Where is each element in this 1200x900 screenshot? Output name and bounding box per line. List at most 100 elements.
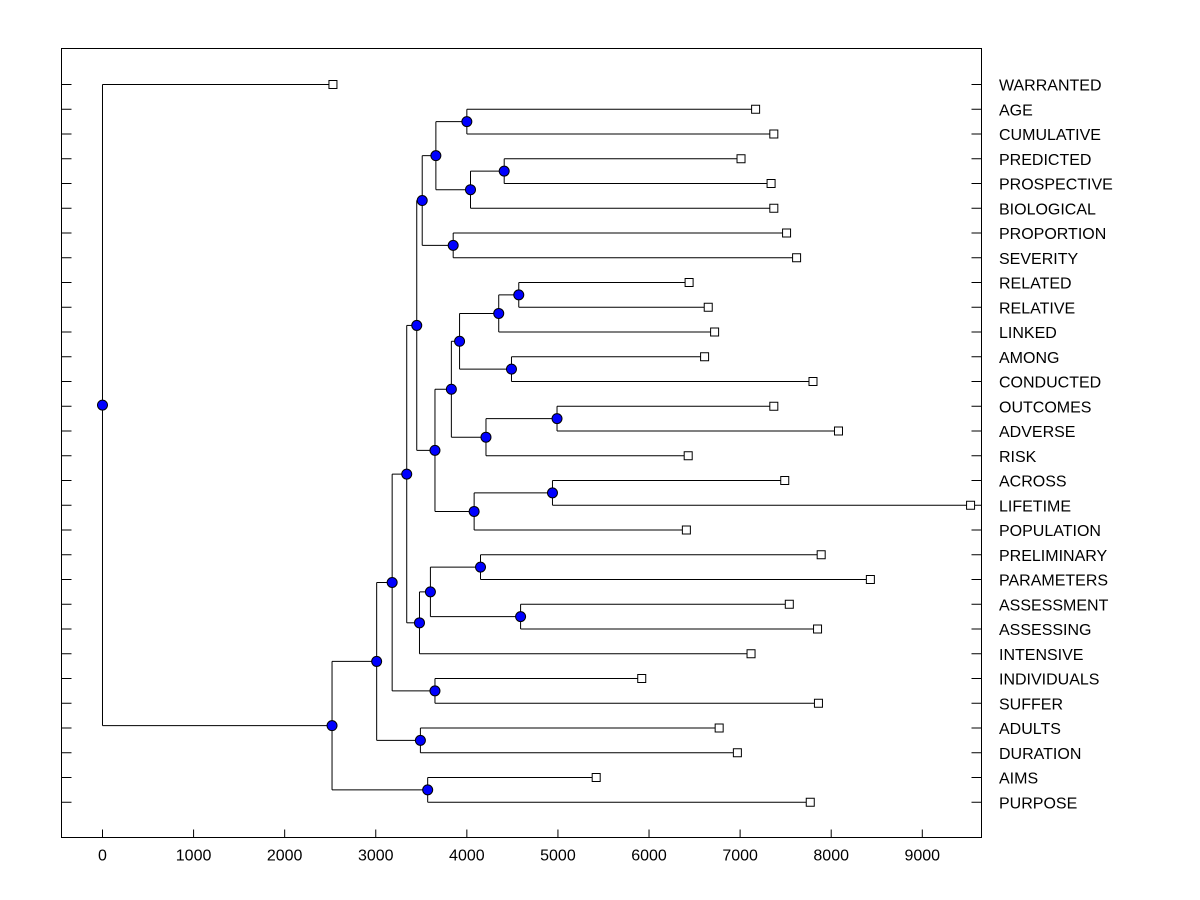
x-tick-label: 6000 <box>631 848 667 865</box>
plot-frame <box>61 48 982 838</box>
leaf-label: LIFETIME <box>999 498 1071 515</box>
x-tick-label: 5000 <box>540 848 576 865</box>
merge-node <box>505 363 517 375</box>
merge-node <box>513 289 525 301</box>
x-tick-label: 7000 <box>722 848 758 865</box>
leaf-marker <box>703 302 713 312</box>
leaf-label: AMONG <box>999 350 1059 367</box>
leaf-label: ADVERSE <box>999 424 1075 441</box>
merge-node <box>551 413 563 425</box>
x-tick-label: 8000 <box>813 848 849 865</box>
leaf-marker <box>769 129 779 139</box>
leaf-marker <box>833 426 843 436</box>
merge-node <box>414 734 426 746</box>
merge-node <box>386 576 398 588</box>
leaf-marker <box>700 352 710 362</box>
leaf-label: ACROSS <box>999 474 1067 491</box>
leaf-label: WARRANTED <box>999 78 1102 95</box>
leaf-label: ASSESSMENT <box>999 597 1109 614</box>
merge-node <box>371 655 383 667</box>
x-tick-label: 2000 <box>267 848 303 865</box>
merge-node <box>429 685 441 697</box>
merge-node <box>445 383 457 395</box>
merge-node <box>401 468 413 480</box>
leaf-marker <box>714 723 724 733</box>
leaf-label: BIOLOGICAL <box>999 201 1096 218</box>
merge-node <box>515 611 527 623</box>
leaf-label: ASSESSING <box>999 622 1091 639</box>
merge-node <box>413 617 425 629</box>
leaf-marker <box>865 575 875 584</box>
leaf-marker <box>328 80 338 89</box>
leaf-marker <box>736 154 746 164</box>
leaf-label: POPULATION <box>999 523 1101 540</box>
leaf-label: AIMS <box>999 771 1038 788</box>
x-tick-label: 4000 <box>449 848 485 865</box>
leaf-marker <box>966 500 976 510</box>
leaf-label: RISK <box>999 449 1037 466</box>
merge-node <box>424 586 436 598</box>
leaf-marker <box>751 104 761 114</box>
leaf-marker <box>769 401 779 411</box>
merge-node <box>447 239 459 251</box>
leaf-label: RELATIVE <box>999 300 1075 317</box>
leaf-marker <box>780 476 790 485</box>
merge-node <box>411 319 423 331</box>
leaf-marker <box>683 451 693 461</box>
merge-node <box>430 150 442 162</box>
merge-node <box>422 784 434 796</box>
leaf-label: SEVERITY <box>999 251 1078 268</box>
leaf-label: INDIVIDUALS <box>999 672 1099 689</box>
leaf-markers <box>328 80 976 807</box>
leaf-label: RELATED <box>999 276 1072 293</box>
merge-node <box>326 720 338 732</box>
leaf-label: CUMULATIVE <box>999 127 1101 144</box>
merge-node <box>475 561 487 573</box>
merge-node <box>468 505 480 517</box>
leaf-marker <box>684 278 694 287</box>
leaf-labels: WARRANTED AGE CUMULATIVE PREDICTED PROSPECTI… <box>999 78 1113 813</box>
leaf-label: OUTCOMES <box>999 399 1091 416</box>
merge-node <box>96 399 108 411</box>
dendrogram-links <box>101 84 971 803</box>
merge-node <box>416 195 428 207</box>
merge-node <box>461 116 473 128</box>
merge-node <box>454 335 466 347</box>
leaf-marker <box>808 377 818 386</box>
leaf-marker <box>769 203 779 213</box>
leaf-marker <box>766 179 776 188</box>
leaf-label: PROSPECTIVE <box>999 177 1113 194</box>
y-tick-marks <box>61 84 982 803</box>
leaf-marker <box>591 773 601 782</box>
leaf-label: CONDUCTED <box>999 375 1101 392</box>
leaf-label: PARAMETERS <box>999 573 1108 590</box>
leaf-label: PREDICTED <box>999 152 1091 169</box>
merge-node <box>493 307 505 319</box>
leaf-marker <box>792 253 802 263</box>
leaf-label: ADULTS <box>999 721 1061 738</box>
leaf-marker <box>813 624 823 634</box>
merge-node <box>546 487 558 499</box>
x-tick-label: 0 <box>98 848 107 865</box>
merge-node <box>464 184 476 196</box>
leaf-marker <box>805 797 815 807</box>
leaf-label: AGE <box>999 102 1033 119</box>
leaf-marker <box>746 649 756 659</box>
leaf-label: PURPOSE <box>999 795 1077 812</box>
leaf-marker <box>732 748 742 758</box>
leaf-label: LINKED <box>999 325 1057 342</box>
leaf-label: PRELIMINARY <box>999 548 1108 565</box>
merge-node <box>480 431 492 443</box>
x-axis: 0 1000 2000 3000 4000 5000 6000 7000 8000 9000 <box>98 829 940 865</box>
leaf-marker <box>681 525 691 535</box>
leaf-marker <box>710 327 720 337</box>
merge-node <box>429 444 441 456</box>
leaf-label: PROPORTION <box>999 226 1106 243</box>
merge-nodes <box>96 116 563 796</box>
leaf-marker <box>816 550 826 560</box>
leaf-label: SUFFER <box>999 696 1063 713</box>
leaf-marker <box>782 228 792 238</box>
leaf-label: INTENSIVE <box>999 647 1083 664</box>
leaf-marker <box>784 599 794 609</box>
